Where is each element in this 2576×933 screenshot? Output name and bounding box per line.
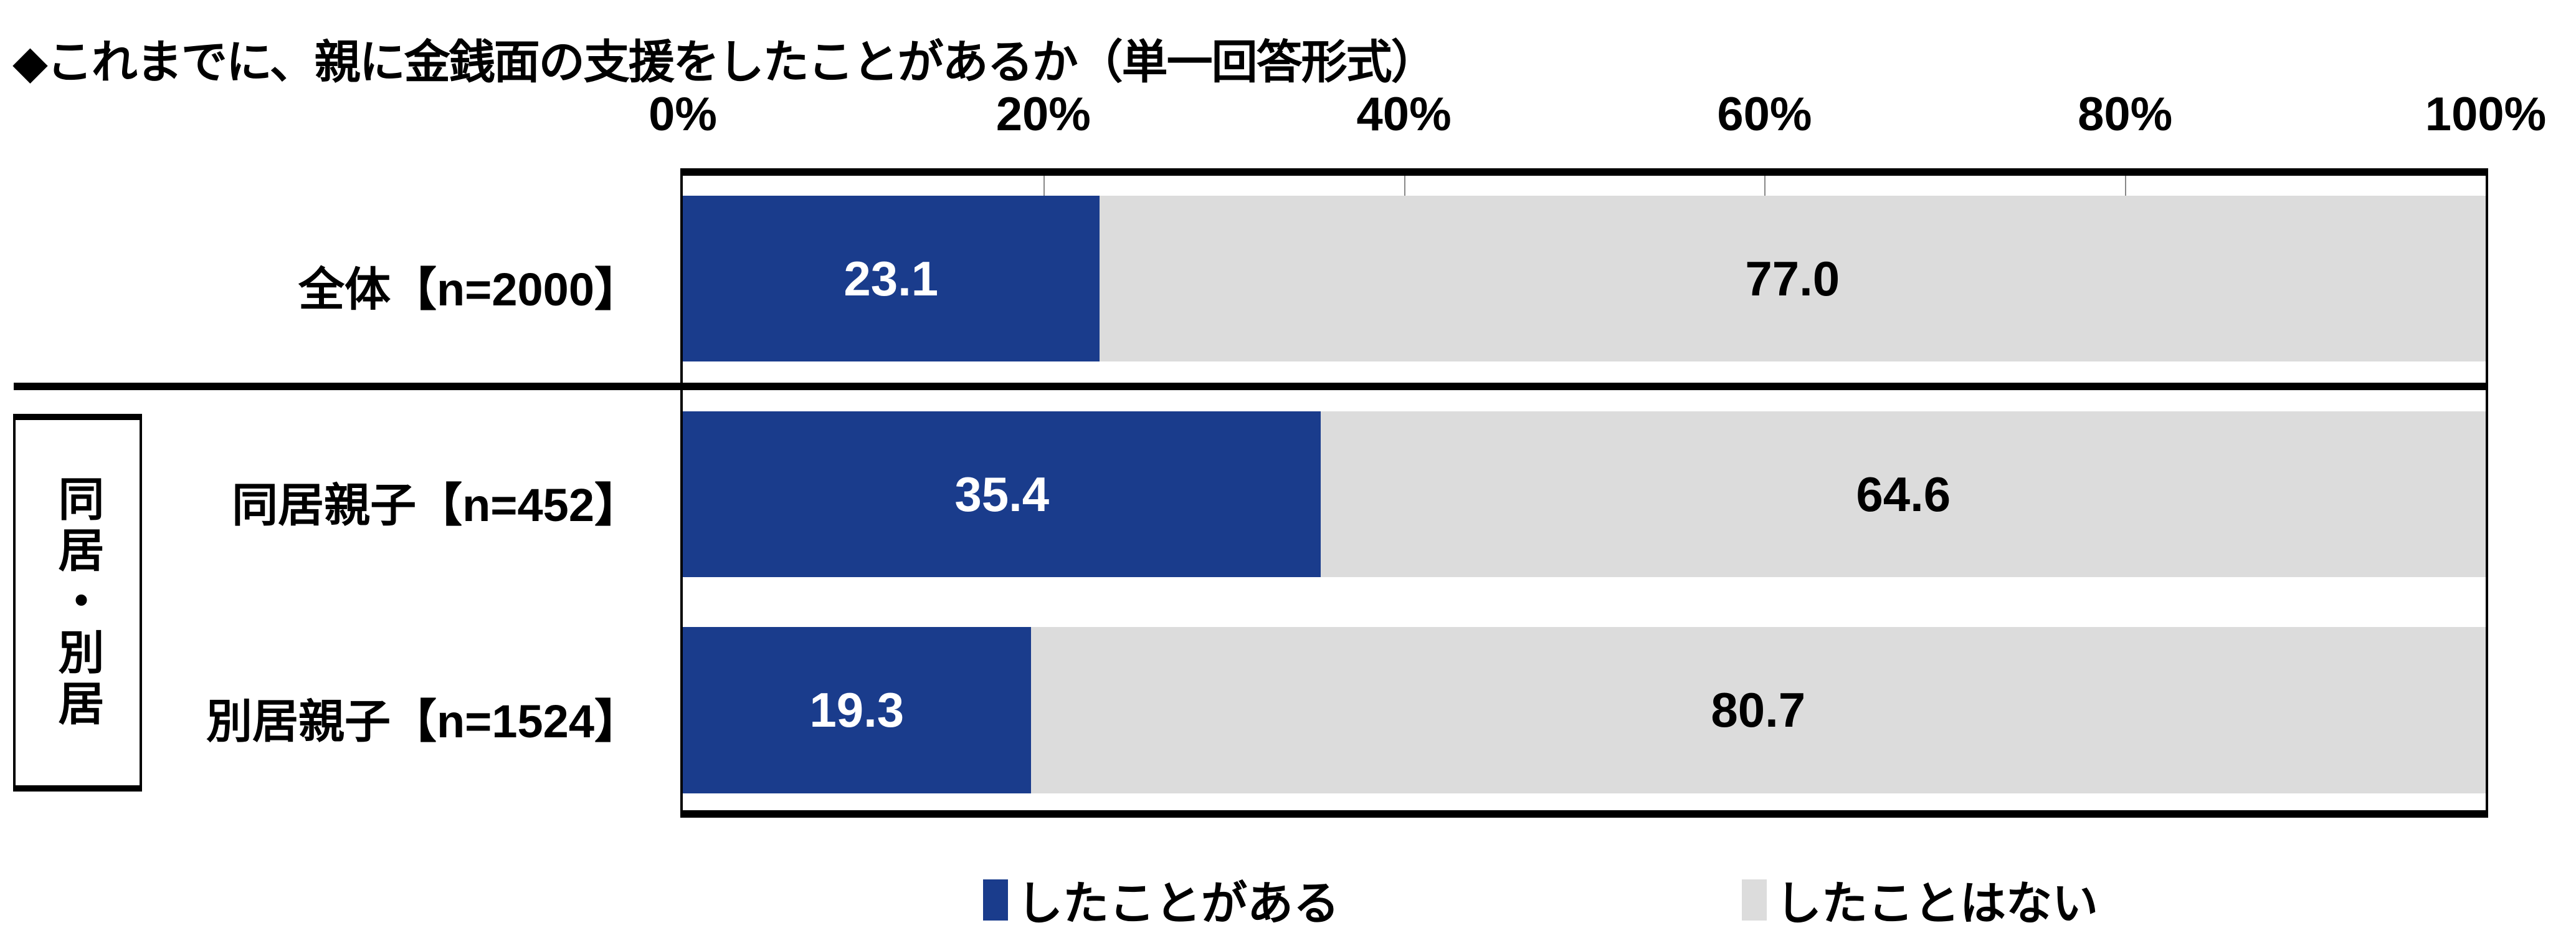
category-label: 別居親子【n=1524】 [206, 695, 640, 747]
legend-swatch [983, 879, 1008, 921]
legend-item: したことはない [1742, 866, 2098, 933]
x-tick-label: 40% [1356, 88, 1452, 141]
x-tick-label: 60% [1717, 88, 1812, 141]
category-label: 同居親子【n=452】 [232, 479, 640, 531]
category-label: 全体【n=2000】 [298, 264, 640, 315]
x-tick-label: 0% [649, 88, 717, 141]
data-label: 80.7 [1711, 682, 1806, 737]
data-label: 23.1 [844, 251, 939, 306]
data-label: 64.6 [1856, 466, 1951, 522]
x-gridline-tick [1043, 176, 1045, 201]
group-label: 同居・別居 [52, 475, 103, 730]
data-label: 35.4 [954, 466, 1050, 522]
data-label: 19.3 [809, 682, 905, 737]
x-tick-label: 20% [996, 88, 1091, 141]
x-tick-label: 100% [2425, 88, 2547, 141]
x-tick-label: 80% [2078, 88, 2173, 141]
data-label: 77.0 [1745, 251, 1840, 306]
legend-label: したことがある [1017, 878, 1339, 929]
legend-item: したことがある [983, 866, 1339, 933]
bar-segment: 19.3 [683, 627, 1031, 793]
chart-title: ◆これまでに、親に金銭面の支援をしたことがあるか（単一回答形式） [12, 36, 1437, 88]
x-gridline-tick [2125, 176, 2127, 201]
bar-segment: 80.7 [1030, 627, 2486, 793]
group-label-box: 同居・別居 [13, 414, 142, 792]
bar-segment: 23.1 [683, 196, 1100, 361]
bar-segment: 77.0 [1099, 196, 2486, 361]
legend-label: したことはない [1775, 878, 2098, 929]
legend-swatch [1742, 879, 1767, 921]
plot-area [680, 168, 2488, 818]
x-gridline-tick [1404, 176, 1405, 201]
bar-segment: 35.4 [683, 411, 1321, 577]
x-gridline-tick [1764, 176, 1766, 201]
bar-segment: 64.6 [1321, 411, 2486, 577]
group-separator-line [14, 383, 2488, 390]
